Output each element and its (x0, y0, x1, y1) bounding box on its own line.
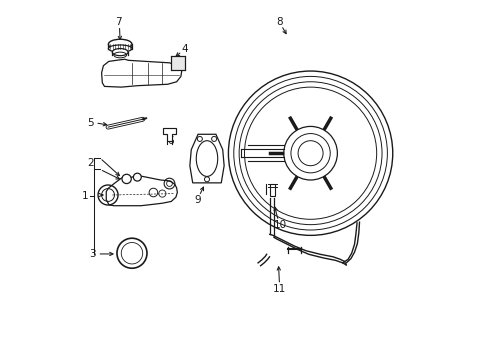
Text: 9: 9 (194, 195, 200, 204)
Polygon shape (106, 176, 177, 206)
Ellipse shape (108, 39, 132, 49)
Text: 2: 2 (87, 158, 93, 168)
Polygon shape (171, 56, 184, 70)
Text: 3: 3 (89, 249, 96, 259)
Text: 5: 5 (87, 118, 93, 128)
Text: 8: 8 (276, 17, 282, 27)
Polygon shape (189, 134, 224, 183)
Text: 6: 6 (166, 136, 173, 146)
Ellipse shape (112, 49, 128, 56)
Text: 11: 11 (272, 284, 285, 294)
Circle shape (122, 174, 131, 184)
Polygon shape (163, 128, 176, 141)
Text: 10: 10 (273, 220, 286, 230)
Ellipse shape (108, 45, 132, 52)
Polygon shape (269, 184, 275, 196)
Text: 7: 7 (115, 17, 122, 27)
Polygon shape (102, 59, 182, 87)
Text: 4: 4 (181, 44, 187, 54)
Circle shape (133, 173, 141, 181)
Text: 1: 1 (82, 191, 89, 201)
